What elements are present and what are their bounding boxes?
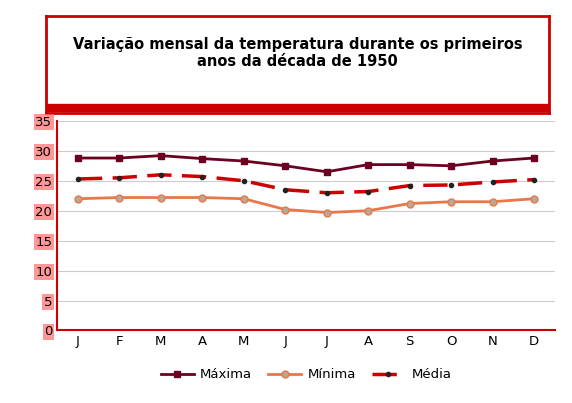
Text: Variação mensal da temperatura durante os primeiros
anos da década de 1950: Variação mensal da temperatura durante o… xyxy=(73,37,522,69)
Legend: Máxima, Mínima, Média: Máxima, Mínima, Média xyxy=(155,363,457,387)
